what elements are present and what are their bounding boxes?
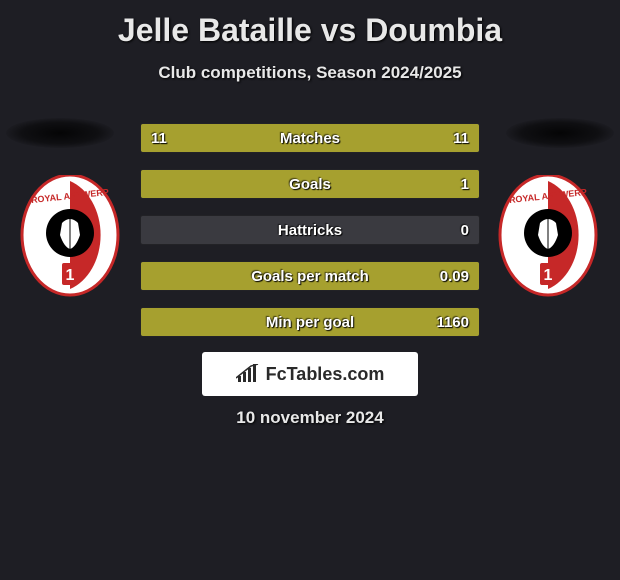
page-title: Jelle Bataille vs Doumbia [0, 0, 620, 49]
stat-value-right: 1 [461, 170, 469, 198]
stat-value-right: 1160 [436, 308, 469, 336]
stat-label: Goals [141, 170, 479, 198]
bar-chart-icon [236, 364, 260, 384]
svg-text:1: 1 [66, 267, 75, 284]
brand-text: FcTables.com [266, 364, 385, 385]
svg-text:1: 1 [544, 267, 553, 284]
stat-label: Goals per match [141, 262, 479, 290]
stat-label: Min per goal [141, 308, 479, 336]
date-text: 10 november 2024 [0, 408, 620, 428]
stat-bar: Min per goal1160 [140, 307, 480, 337]
stat-label: Hattricks [141, 216, 479, 244]
brand-box[interactable]: FcTables.com [202, 352, 418, 396]
stat-bar: Goals per match0.09 [140, 261, 480, 291]
crest-shadow-right [506, 118, 614, 148]
stat-value-right: 0.09 [440, 262, 469, 290]
club-crest-left: ROYAL ANTWERP 1 [20, 175, 120, 305]
stat-label: Matches [141, 124, 479, 152]
stats-bars: 11Matches11 Goals1 Hattricks0 Goals per mat… [140, 123, 480, 353]
subtitle: Club competitions, Season 2024/2025 [0, 63, 620, 83]
stat-value-right: 11 [453, 124, 469, 152]
stat-bar: 11Matches11 [140, 123, 480, 153]
club-crest-right: ROYAL ANTWERP 1 [498, 175, 598, 305]
stat-value-right: 0 [461, 216, 469, 244]
stat-bar: Hattricks0 [140, 215, 480, 245]
crest-shadow-left [6, 118, 114, 148]
stat-bar: Goals1 [140, 169, 480, 199]
